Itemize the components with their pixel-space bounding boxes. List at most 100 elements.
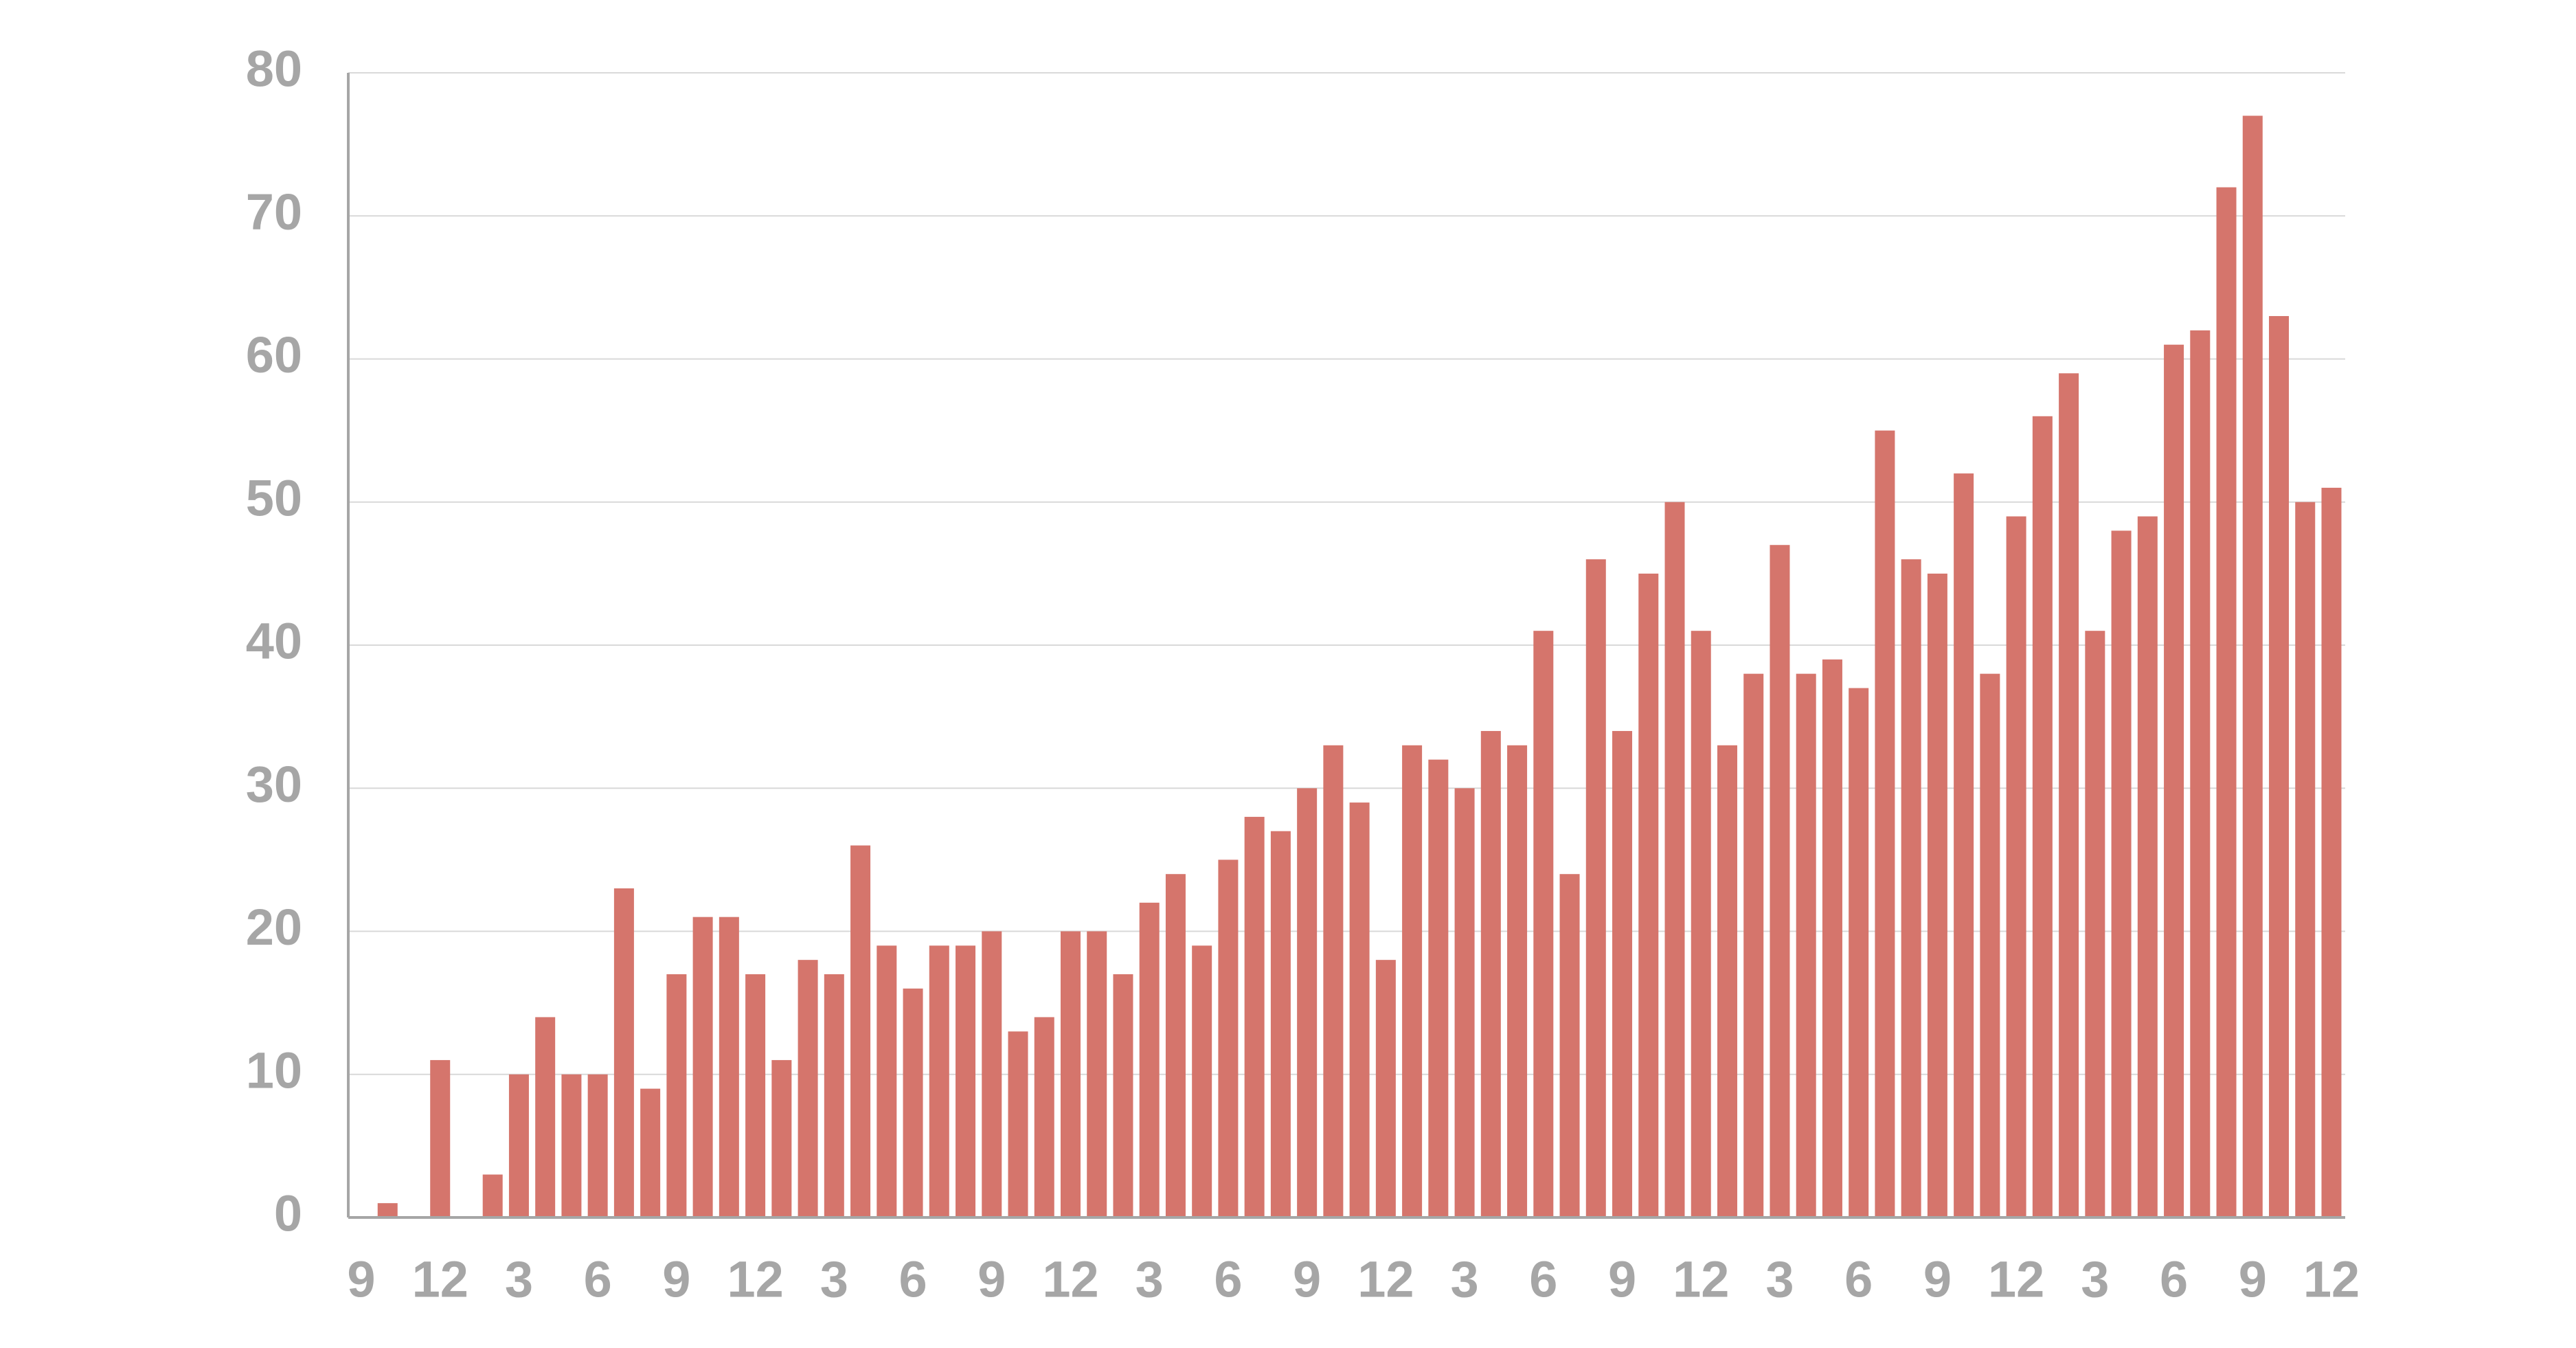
- bar: [1428, 759, 1449, 1217]
- bar: [982, 931, 1002, 1217]
- bar: [1927, 573, 1947, 1217]
- x-tick-label: 9: [1293, 1251, 1321, 1308]
- x-tick-label: 3: [505, 1251, 533, 1308]
- bar: [2295, 502, 2316, 1217]
- bar: [2085, 631, 2105, 1217]
- bar: [1507, 745, 1528, 1217]
- y-tick-label: 0: [274, 1185, 302, 1242]
- bar: [1954, 473, 1974, 1217]
- x-tick-label: 12: [1042, 1251, 1098, 1308]
- bar: [1087, 931, 1107, 1217]
- x-tick-label: 12: [1673, 1251, 1729, 1308]
- bar: [640, 1088, 661, 1217]
- y-tick-label: 20: [246, 899, 302, 956]
- x-tick-label: 9: [347, 1251, 375, 1308]
- bar: [1349, 802, 1370, 1217]
- y-tick-label: 30: [246, 756, 302, 813]
- x-tick-label: 9: [662, 1251, 690, 1308]
- bar: [1060, 931, 1081, 1217]
- bar: [1770, 545, 1790, 1217]
- bar: [2190, 330, 2211, 1218]
- bar: [1139, 902, 1160, 1217]
- bar: [1218, 860, 1239, 1217]
- bar: [1165, 874, 1186, 1217]
- bar: [824, 974, 844, 1217]
- x-tick-label: 6: [584, 1251, 612, 1308]
- x-tick-label: 3: [820, 1251, 848, 1308]
- bar: [535, 1017, 556, 1217]
- bar: [2164, 344, 2184, 1217]
- x-tick-label: 3: [2081, 1251, 2109, 1308]
- bar: [2137, 516, 2158, 1217]
- x-tick-label: 9: [978, 1251, 1006, 1308]
- bar: [2006, 516, 2026, 1217]
- bar: [1796, 673, 1816, 1217]
- x-tick-label: 6: [2160, 1251, 2188, 1308]
- bar: [956, 945, 976, 1217]
- bar: [1743, 673, 1764, 1217]
- x-tick-label: 9: [1923, 1251, 1952, 1308]
- y-tick-label: 40: [246, 613, 302, 670]
- bar: [2321, 487, 2342, 1217]
- bar: [1849, 688, 1869, 1217]
- bar: [1717, 745, 1737, 1217]
- x-tick-label: 9: [2239, 1251, 2267, 1308]
- bar: [1297, 788, 1318, 1217]
- bar: [482, 1174, 503, 1217]
- bar: [2059, 373, 2079, 1218]
- bar: [1691, 631, 1711, 1217]
- x-tick-label: 6: [1214, 1251, 1242, 1308]
- y-tick-label: 50: [246, 469, 302, 526]
- bar: [2111, 530, 2132, 1217]
- y-tick-label: 10: [246, 1042, 302, 1099]
- bar: [692, 917, 713, 1217]
- bar: [1008, 1031, 1028, 1217]
- bar: [1875, 430, 1895, 1217]
- bar: [1638, 573, 1659, 1217]
- bar: [719, 917, 739, 1217]
- bar: [613, 888, 634, 1217]
- bar: [1664, 502, 1685, 1217]
- bar: [798, 960, 818, 1217]
- bar: [850, 845, 871, 1217]
- bar: [1244, 816, 1265, 1217]
- bar: [666, 974, 687, 1217]
- x-tick-label: 12: [727, 1251, 783, 1308]
- y-tick-label: 70: [246, 183, 302, 240]
- bar: [2216, 187, 2237, 1218]
- x-tick-label: 6: [1844, 1251, 1873, 1308]
- x-tick-label: 12: [412, 1251, 468, 1308]
- bar: [1270, 831, 1291, 1217]
- x-tick-label: 12: [2303, 1251, 2360, 1308]
- bar: [1454, 788, 1475, 1217]
- x-tick-label: 9: [1608, 1251, 1636, 1308]
- bar: [1480, 730, 1501, 1217]
- bar: [1585, 559, 1606, 1217]
- x-tick-label: 6: [899, 1251, 927, 1308]
- bar: [561, 1074, 582, 1217]
- bar: [1192, 945, 1212, 1217]
- bar: [1901, 559, 1921, 1217]
- bar: [508, 1074, 529, 1217]
- y-tick-label: 80: [246, 41, 302, 98]
- bar: [745, 974, 766, 1217]
- x-tick-label: 12: [1988, 1251, 2044, 1308]
- bar: [771, 1059, 792, 1217]
- bar: [1612, 730, 1633, 1217]
- bar: [2032, 416, 2053, 1217]
- bar: [587, 1074, 608, 1217]
- x-tick-label: 3: [1136, 1251, 1164, 1308]
- bar: [377, 1203, 398, 1217]
- bar: [1323, 745, 1344, 1217]
- x-tick-label: 12: [1357, 1251, 1414, 1308]
- bar: [430, 1059, 451, 1217]
- y-tick-label: 60: [246, 326, 302, 383]
- bar: [2242, 115, 2263, 1218]
- bar: [2269, 316, 2290, 1217]
- bar: [1034, 1017, 1054, 1217]
- bar: [1822, 659, 1842, 1217]
- x-tick-label: 3: [1765, 1251, 1794, 1308]
- bar: [1559, 874, 1580, 1217]
- bar: [1533, 631, 1554, 1217]
